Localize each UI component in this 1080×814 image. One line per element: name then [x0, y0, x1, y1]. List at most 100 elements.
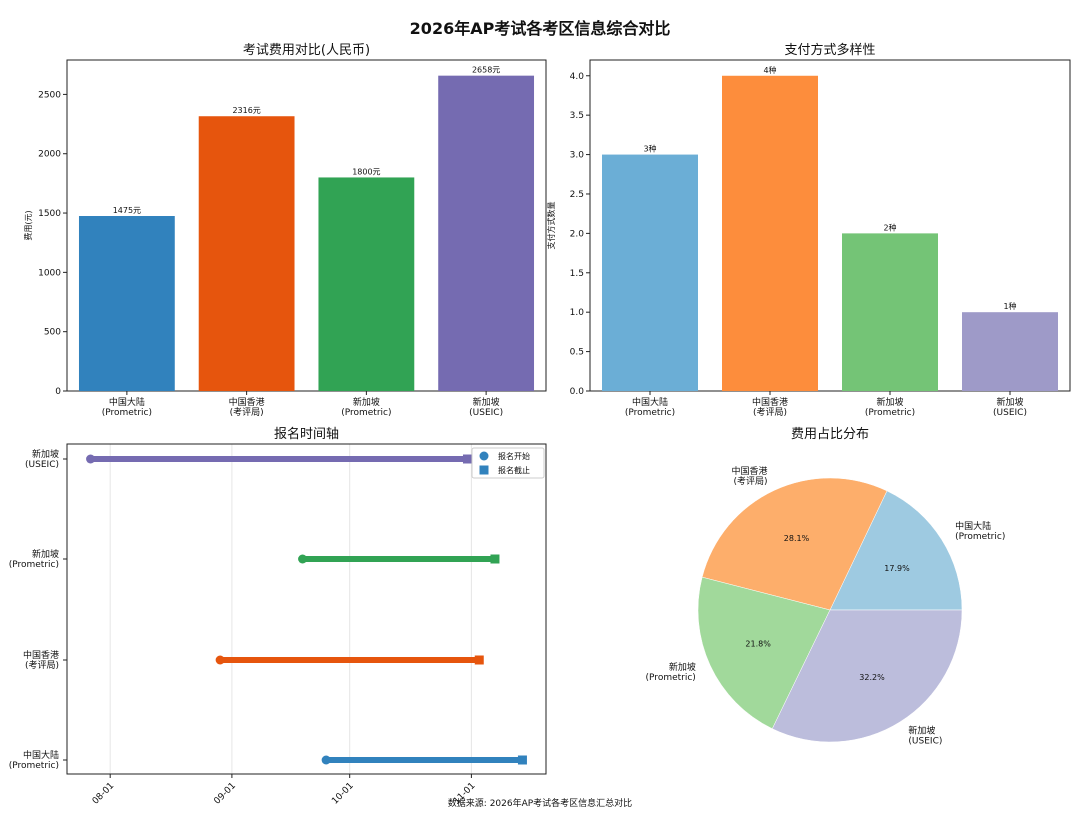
y-tick-label-line: (USEIC): [25, 460, 59, 470]
pie-category-label-line: 新加坡: [669, 661, 696, 673]
y-axis-label: 支付方式数量: [546, 202, 556, 250]
chart-title: 费用占比分布: [791, 427, 869, 442]
x-tick-label: 新加坡(USEIC): [993, 396, 1027, 418]
x-tick-label-line: (Prometric): [625, 408, 675, 418]
bar-value-label: 1800元: [352, 167, 380, 176]
bar: [842, 233, 938, 391]
bar-value-label: 2种: [883, 222, 896, 232]
pie-category-label-line: (Prometric): [646, 673, 696, 683]
y-tick-label: 0.0: [570, 387, 585, 397]
chart-title: 报名时间轴: [274, 426, 339, 442]
x-tick-label: 中国大陆(Prometric): [102, 396, 152, 418]
bar: [962, 312, 1058, 391]
x-tick-label: 新加坡(Prometric): [341, 396, 391, 418]
x-tick-label-line: (考评局): [230, 407, 264, 418]
x-tick-label-line: 中国香港: [229, 396, 265, 408]
y-tick-label: 4.0: [570, 72, 585, 82]
x-tick-label: 中国大陆(Prometric): [625, 396, 675, 418]
x-tick-label-line: 中国香港: [752, 396, 788, 408]
end-marker: [517, 755, 527, 765]
pie-pct-label: 28.1%: [784, 534, 810, 543]
pie-category-label-line: (考评局): [733, 476, 767, 487]
pie-category-label-line: 中国大陆: [955, 520, 991, 532]
pie-pct-label: 32.2%: [859, 673, 885, 682]
legend-start-label: 报名开始: [498, 451, 530, 461]
pie-category-label: 中国香港(考评局): [731, 465, 767, 487]
legend-start-icon: [479, 451, 489, 461]
start-marker: [86, 454, 96, 464]
bar: [78, 216, 175, 391]
legend-box: [471, 447, 545, 479]
y-tick-label: 中国香港(考评局): [23, 649, 59, 671]
x-tick-label-line: (Prometric): [102, 408, 152, 418]
plot-frame: [66, 59, 547, 392]
pie-category-label-line: 中国香港: [731, 465, 767, 477]
x-tick-label: 09-01: [212, 781, 238, 807]
x-tick-label-line: (Prometric): [341, 408, 391, 418]
x-tick-label: 10-01: [330, 781, 356, 807]
end-marker: [474, 655, 484, 665]
y-tick-label: 0: [55, 387, 61, 397]
x-tick-label-line: (USEIC): [469, 408, 503, 418]
bar-value-label: 4种: [763, 65, 776, 75]
chart-title: 支付方式多样性: [784, 42, 875, 58]
bar: [318, 177, 415, 391]
end-marker: [490, 554, 500, 564]
x-tick-label-line: 中国大陆: [109, 396, 145, 408]
y-tick-label: 中国大陆(Prometric): [9, 749, 59, 771]
bar: [438, 75, 535, 391]
bar: [198, 116, 295, 391]
y-tick-label-line: 新加坡: [32, 548, 59, 560]
y-tick-label: 1.0: [570, 308, 585, 318]
y-tick-label: 2.0: [570, 229, 585, 239]
y-tick-label: 3.5: [570, 111, 584, 121]
pie-category-label-line: (Prometric): [955, 532, 1005, 542]
x-tick-label: 新加坡(USEIC): [469, 396, 503, 418]
y-tick-label-line: (考评局): [25, 660, 59, 671]
x-tick-label: 新加坡(Prometric): [865, 396, 915, 418]
x-tick-label-line: (Prometric): [865, 408, 915, 418]
y-tick-label-line: (Prometric): [9, 761, 59, 771]
legend-end-icon: [479, 465, 489, 475]
legend-end-label: 报名截止: [498, 465, 530, 475]
bar-value-label: 3种: [643, 144, 656, 154]
bar: [602, 154, 698, 391]
y-tick-label: 1.5: [570, 269, 584, 279]
x-tick-label: 中国香港(考评局): [229, 396, 265, 418]
y-tick-label: 0.5: [570, 348, 584, 358]
y-tick-label: 2000: [38, 150, 61, 160]
x-tick-label-line: (USEIC): [993, 408, 1027, 418]
y-tick-label-line: 新加坡: [32, 448, 59, 460]
plot-frame: [66, 443, 547, 775]
x-tick-label-line: 新加坡: [876, 396, 903, 408]
bar-value-label: 2658元: [472, 66, 500, 75]
y-tick-label: 1000: [38, 268, 61, 278]
bar-value-label: 2316元: [232, 106, 260, 115]
bar-value-label: 1475元: [113, 206, 141, 215]
pie-slice: [697, 576, 831, 730]
y-tick-label: 新加坡(USEIC): [25, 448, 59, 470]
bar-chart-0: 考试费用对比(人民币) 费用(元) 0 500 1000 1500 2000 2500 1475…: [23, 43, 547, 418]
figure-footer: 数据来源: 2026年AP考试各考区信息汇总对比: [448, 797, 632, 809]
figure-title: 2026年AP考试各考区信息综合对比: [410, 19, 671, 38]
pie-category-label-line: (USEIC): [908, 736, 942, 746]
end-marker: [462, 454, 472, 464]
x-tick-label: 08-01: [91, 781, 117, 807]
x-tick-label-line: 新加坡: [996, 396, 1023, 408]
pie-slice: [771, 609, 963, 743]
chart-title: 考试费用对比(人民币): [243, 43, 370, 58]
y-tick-label-line: 中国大陆: [23, 749, 59, 761]
plot-frame: [589, 59, 1071, 392]
start-marker: [298, 554, 308, 564]
pie-category-label: 新加坡(USEIC): [908, 724, 942, 746]
start-marker: [321, 755, 331, 765]
x-tick-label-line: 新加坡: [473, 396, 500, 408]
pie-slice: [829, 490, 963, 611]
bar: [722, 75, 818, 391]
y-tick-label-line: (Prometric): [9, 560, 59, 570]
x-tick-label-line: 新加坡: [353, 396, 380, 408]
y-tick-label: 2.5: [570, 190, 584, 200]
y-tick-label-line: 中国香港: [23, 649, 59, 661]
